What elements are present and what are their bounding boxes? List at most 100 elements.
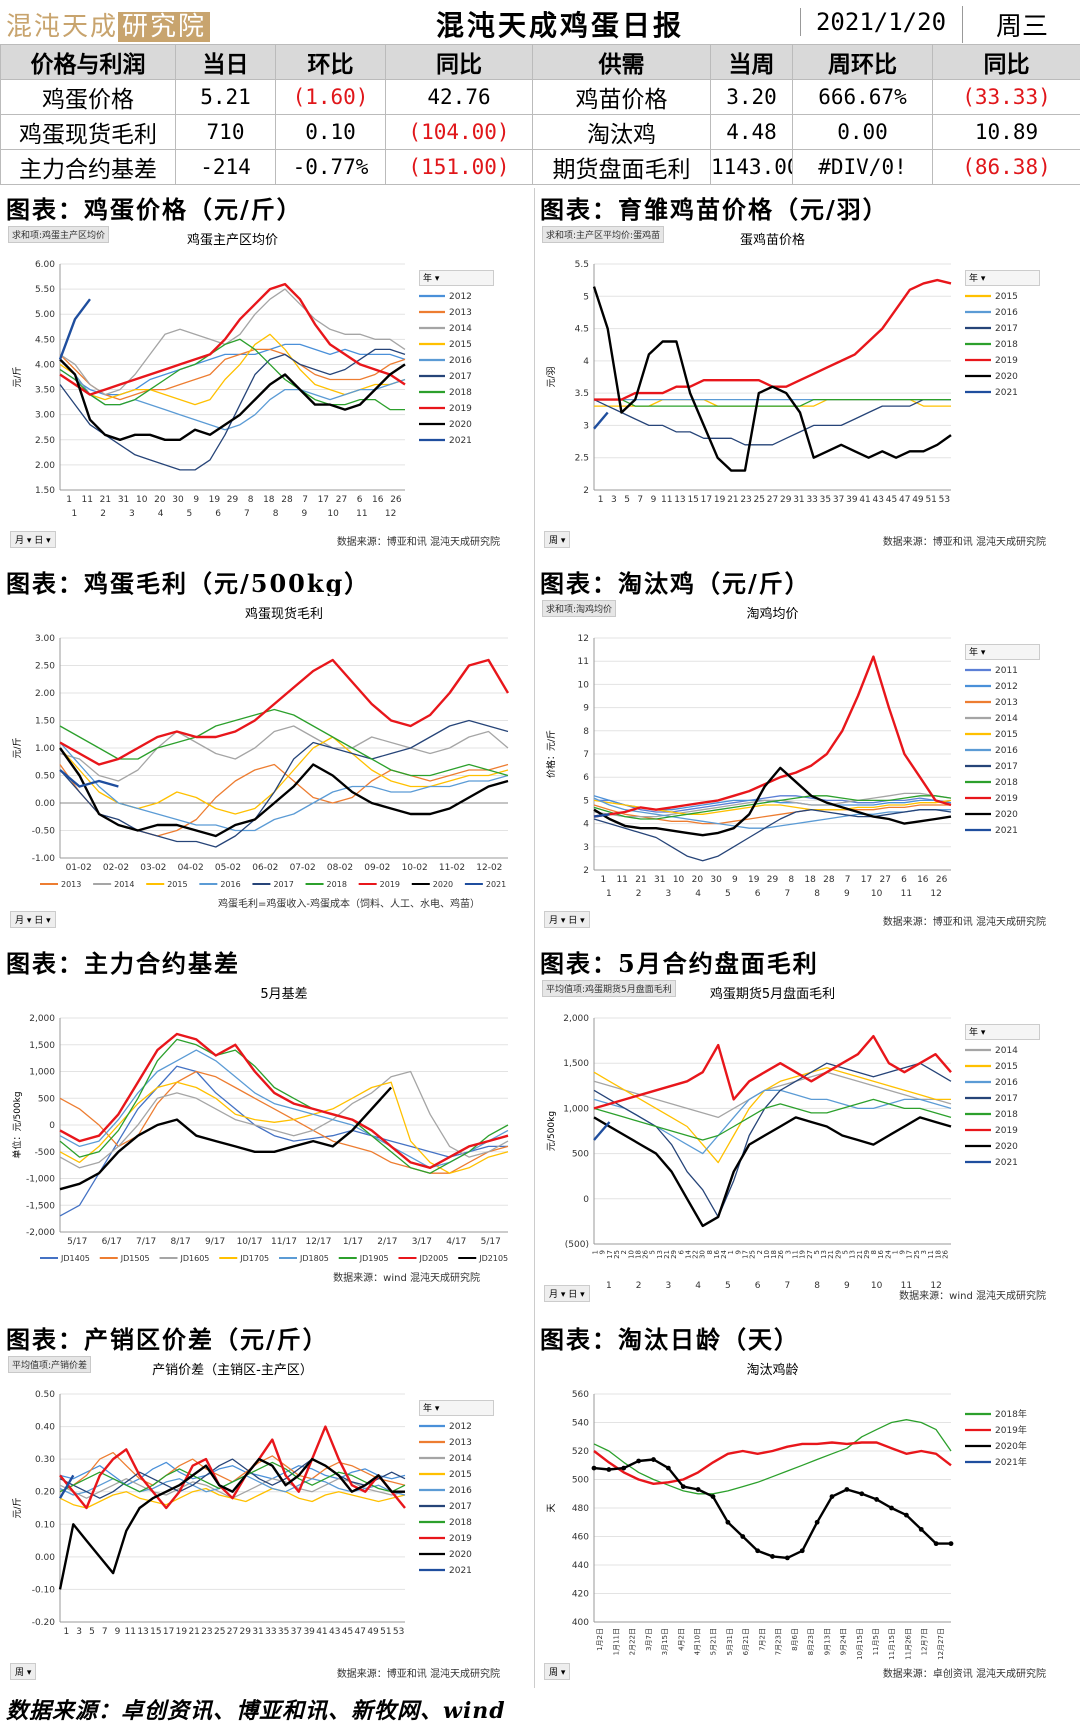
chart-canvas: 5月基差-2,000-1,500-1,000-50005001,0001,500…	[4, 976, 530, 1310]
x-month-label: 3	[666, 889, 672, 899]
row-label: 鸡蛋价格	[1, 80, 176, 115]
series-line-2020	[594, 287, 951, 471]
field-filter-button[interactable]: 月 ▾ 日 ▾	[544, 911, 590, 928]
legend-entry: 2016	[449, 356, 472, 366]
y-tick-label: 11	[578, 657, 589, 667]
legend-filter-dropdown[interactable]: 年 ▾	[965, 1024, 1040, 1040]
x-tick-label: 16	[917, 875, 929, 885]
data-point	[681, 1484, 686, 1489]
y-tick-label: 5	[583, 292, 589, 302]
x-tick-label: 12月27日	[937, 1628, 945, 1660]
x-tick-label: 27	[336, 495, 347, 505]
y-tick-label: 0.40	[35, 1423, 55, 1433]
x-tick-label: 1月11日	[612, 1628, 620, 1655]
x-tick-label: 30	[710, 875, 722, 885]
section-title-egg-margin: 图表：鸡蛋毛利（元/500kg）	[6, 564, 370, 599]
legend-filter-dropdown[interactable]: 年 ▾	[965, 270, 1040, 286]
x-tick-label: 3月15日	[661, 1628, 669, 1655]
legend-filter-dropdown[interactable]: 年 ▾	[965, 644, 1040, 660]
field-filter-button[interactable]: 月 ▾ 日 ▾	[10, 531, 56, 548]
legend-entry: 2021	[995, 388, 1018, 398]
x-tick-label: 07-02	[290, 863, 316, 873]
x-month-label: 4	[695, 889, 701, 899]
cell-dod: (1.60)	[276, 80, 386, 115]
chart-source-note: 数据来源：卓创资讯 混沌天成研究院	[883, 1665, 1046, 1680]
y-tick-label: 500	[572, 1476, 589, 1486]
y-tick-label: -1,500	[26, 1201, 55, 1211]
y-tick-label: 9	[583, 704, 589, 714]
x-tick-label: 11	[82, 495, 93, 505]
field-filter-button[interactable]: 周 ▾	[544, 1663, 570, 1680]
x-tick-label: 47	[355, 1627, 366, 1637]
field-filter-button[interactable]: 周 ▾	[544, 531, 570, 548]
header-supply-demand: 供需	[533, 45, 711, 80]
x-tick-label: 47	[899, 495, 910, 505]
cell-yoy: (151.00)	[386, 150, 533, 185]
x-month-label: 4	[695, 1281, 701, 1291]
y-tick-label: (500)	[565, 1240, 589, 1250]
header-yoy-right: 同比	[933, 45, 1080, 80]
y-tick-label: 4.50	[35, 335, 55, 345]
legend-entry: 2013	[449, 308, 472, 318]
metrics-header-row: 价格与利润 当日 环比 同比 供需 当周 周环比 同比	[1, 45, 1080, 80]
x-tick-label: 7/17	[136, 1237, 156, 1247]
y-tick-label: 2.50	[35, 436, 55, 446]
field-filter-button[interactable]: 月 ▾ 日 ▾	[10, 911, 56, 928]
x-tick-label: 1月2日	[596, 1628, 604, 1651]
y-tick-label: 5	[583, 796, 589, 806]
x-tick-label: 26	[390, 495, 402, 505]
field-filter-button[interactable]: 月 ▾ 日 ▾	[544, 1285, 590, 1302]
legend-filter-dropdown[interactable]: 年 ▾	[419, 270, 494, 286]
cell-wow: 666.67%	[793, 80, 933, 115]
legend-entry: 2012	[449, 1422, 472, 1432]
data-point	[949, 1541, 954, 1546]
x-tick-label: 15	[150, 1627, 161, 1637]
x-tick-label: 29	[240, 1627, 252, 1637]
data-point	[711, 1494, 716, 1499]
chart-title: 鸡蛋主产区均价	[187, 232, 278, 248]
chart-title: 鸡蛋现货毛利	[245, 606, 323, 622]
x-tick-label: 2/17	[377, 1237, 397, 1247]
x-tick-label: 7	[302, 495, 308, 505]
legend-entry: 2014	[995, 1046, 1018, 1056]
chart-source-note: 数据来源：博亚和讯 混沌天成研究院	[883, 533, 1046, 548]
x-tick-label: 2月22日	[629, 1628, 637, 1655]
x-tick-label: 6	[901, 875, 907, 885]
y-tick-label: 500	[38, 1094, 55, 1104]
row-label: 主力合约基差	[1, 150, 176, 185]
cell-today: -214	[176, 150, 276, 185]
x-tick-label: 4/17	[446, 1237, 466, 1247]
field-filter-button[interactable]: 周 ▾	[10, 1663, 36, 1680]
x-tick-label: 7	[637, 495, 643, 505]
y-tick-label: 0.00	[35, 799, 55, 809]
data-point	[844, 1487, 849, 1492]
legend-entry: 2018	[995, 1110, 1018, 1120]
legend-filter-dropdown[interactable]: 年 ▾	[419, 1400, 494, 1416]
y-tick-label: 10	[578, 680, 590, 690]
legend-entry: 2016	[995, 308, 1018, 318]
x-tick-label: 9月13日	[823, 1628, 831, 1655]
legend-entry: 2017	[449, 1502, 472, 1512]
x-tick-label: 18	[804, 875, 816, 885]
legend-entry: JD2105	[478, 1254, 508, 1263]
x-month-label: 12	[930, 889, 941, 899]
x-tick-label: 31	[118, 495, 129, 505]
y-tick-label: 1,000	[29, 1068, 55, 1078]
series-line-2019	[594, 280, 951, 400]
y-tick-label: 3.00	[35, 411, 55, 421]
legend-entry: 2021	[449, 436, 472, 446]
x-tick-label: 28	[281, 495, 293, 505]
header-wow: 周环比	[793, 45, 933, 80]
legend-entry: 2019	[380, 880, 400, 889]
x-tick-label: 8月6日	[791, 1628, 799, 1651]
series-line-2019	[594, 1036, 951, 1108]
y-tick-label: 0.10	[35, 1520, 55, 1530]
section-title-egg-price: 图表：鸡蛋价格（元/斤）	[6, 190, 303, 225]
data-source-footer: 数据来源：卓创资讯、博亚和讯、新牧网、wind	[6, 1693, 506, 1725]
x-tick-label: 43	[329, 1627, 340, 1637]
x-tick-label: 5月21日	[710, 1628, 718, 1655]
cell-dod: -0.77%	[276, 150, 386, 185]
